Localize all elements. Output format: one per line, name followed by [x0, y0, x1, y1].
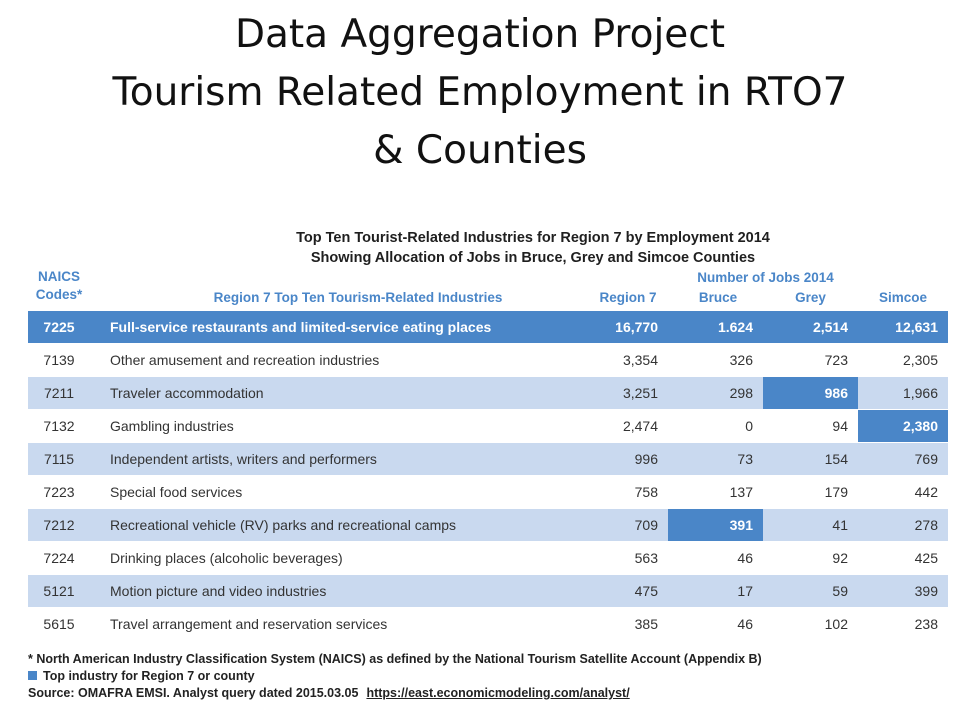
cell-bruce: 137: [729, 484, 753, 500]
header-simcoe: Simcoe: [878, 290, 928, 305]
cell-bruce: 1.624: [717, 319, 753, 335]
header-naics-line2: Codes*: [35, 287, 83, 302]
header-naics-line1: NAICS: [37, 269, 80, 284]
table-title-line-2: Showing Allocation of Jobs in Bruce, Gre…: [310, 250, 756, 266]
cell-industry: Special food services: [110, 484, 243, 500]
cell-simcoe-highlight: 2,380: [858, 410, 948, 442]
slide-title-line-2: Tourism Related Employment in RTO7: [112, 70, 848, 115]
table-body: 7225 Full-service restaurants and limite…: [28, 310, 948, 640]
header-bruce: Bruce: [698, 290, 738, 305]
cell-industry: Motion picture and video industries: [110, 583, 327, 599]
cell-region7: 16,770: [615, 319, 658, 335]
header-industry: Region 7 Top Ten Tourism-Related Industr…: [213, 290, 503, 305]
cell-simcoe: 238: [914, 616, 938, 632]
cell-industry: Traveler accommodation: [110, 385, 264, 401]
table-title: Top Ten Tourist-Related Industries for R…: [118, 228, 948, 268]
header-naics: NAICS Codes*: [28, 268, 90, 304]
slide-title: Data Aggregation Project Tourism Related…: [0, 6, 960, 180]
cell-code: 7139: [43, 352, 75, 368]
cell-grey: 41: [832, 517, 848, 533]
cell-grey: 723: [824, 352, 848, 368]
cell-code: 7115: [43, 451, 75, 467]
cell-code: 5121: [43, 583, 75, 599]
table-notes: * North American Industry Classification…: [28, 651, 762, 702]
legend-text: Top industry for Region 7 or county: [43, 669, 255, 683]
cell-bruce: 326: [729, 352, 753, 368]
cell-code: 7211: [43, 385, 75, 401]
cell-grey: 92: [832, 550, 848, 566]
table-row: 7211 Traveler accommodation 3,251 298 98…: [28, 377, 948, 409]
cell-region7: 996: [634, 451, 658, 467]
cell-grey: 102: [824, 616, 848, 632]
cell-bruce: 0: [745, 418, 753, 434]
cell-bruce: 298: [729, 385, 753, 401]
cell-region7: 3,251: [622, 385, 658, 401]
cell-region7: 475: [634, 583, 658, 599]
cell-simcoe: 278: [914, 517, 938, 533]
cell-simcoe: 442: [914, 484, 938, 500]
cell-region7: 2,474: [622, 418, 658, 434]
header-jobs-group: Number of Jobs 2014: [697, 270, 834, 285]
cell-simcoe: 2,305: [902, 352, 938, 368]
table-row: 7212 Recreational vehicle (RV) parks and…: [28, 509, 948, 541]
cell-code: 7212: [43, 517, 75, 533]
cell-simcoe: 425: [914, 550, 938, 566]
cell-grey: 94: [832, 418, 848, 434]
cell-grey: 154: [824, 451, 848, 467]
legend: Top industry for Region 7 or county: [28, 668, 762, 685]
cell-bruce: 46: [737, 616, 753, 632]
legend-swatch: [28, 671, 37, 680]
cell-simcoe: 399: [914, 583, 938, 599]
cell-code: 7223: [43, 484, 75, 500]
table-row: 7224 Drinking places (alcoholic beverage…: [28, 542, 948, 574]
cell-simcoe: 1,966: [902, 385, 938, 401]
source-link[interactable]: https://east.economicmodeling.com/analys…: [366, 686, 630, 700]
table-header: NAICS Codes* Region 7 Top Ten Tourism-Re…: [28, 268, 948, 310]
source-text: Source: OMAFRA EMSI. Analyst query dated…: [28, 686, 359, 700]
header-grey: Grey: [795, 290, 826, 305]
cell-code: 7224: [43, 550, 75, 566]
cell-industry: Independent artists, writers and perform…: [110, 451, 377, 467]
naics-footnote: * North American Industry Classification…: [28, 652, 762, 666]
cell-grey: 179: [824, 484, 848, 500]
cell-grey-highlight: 986: [763, 377, 858, 409]
cell-region7: 385: [634, 616, 658, 632]
header-region7: Region 7: [599, 290, 657, 305]
cell-region7: 758: [634, 484, 658, 500]
cell-industry: Gambling industries: [110, 418, 234, 434]
cell-region7: 3,354: [622, 352, 658, 368]
table-row: 7115 Independent artists, writers and pe…: [28, 443, 948, 475]
cell-grey: 2,514: [812, 319, 848, 335]
table-title-line-1: Top Ten Tourist-Related Industries for R…: [296, 230, 770, 246]
cell-bruce: 17: [737, 583, 753, 599]
table-row: 7132 Gambling industries 2,474 0 94 2,38…: [28, 410, 948, 442]
cell-grey: 59: [832, 583, 848, 599]
cell-industry: Travel arrangement and reservation servi…: [110, 616, 388, 632]
cell-industry: Full-service restaurants and limited-ser…: [110, 319, 492, 335]
cell-code: 7225: [43, 319, 75, 335]
table-row: 7223 Special food services 758 137 179 4…: [28, 476, 948, 508]
cell-region7: 563: [634, 550, 658, 566]
table-row: 5121 Motion picture and video industries…: [28, 575, 948, 607]
table-row: 7225 Full-service restaurants and limite…: [28, 311, 948, 343]
table-row: 5615 Travel arrangement and reservation …: [28, 608, 948, 640]
cell-industry: Drinking places (alcoholic beverages): [110, 550, 343, 566]
cell-simcoe: 12,631: [895, 319, 938, 335]
slide-title-line-3: & Counties: [373, 128, 587, 173]
cell-bruce: 46: [737, 550, 753, 566]
employment-table: Top Ten Tourist-Related Industries for R…: [28, 228, 948, 641]
cell-bruce: 73: [737, 451, 753, 467]
cell-industry: Other amusement and recreation industrie…: [110, 352, 380, 368]
cell-code: 5615: [43, 616, 75, 632]
cell-simcoe: 769: [914, 451, 938, 467]
cell-bruce-highlight: 391: [668, 509, 763, 541]
cell-region7: 709: [634, 517, 658, 533]
slide-title-line-1: Data Aggregation Project: [234, 12, 726, 57]
cell-code: 7132: [43, 418, 75, 434]
table-row: 7139 Other amusement and recreation indu…: [28, 344, 948, 376]
source-line: Source: OMAFRA EMSI. Analyst query dated…: [28, 685, 762, 702]
cell-industry: Recreational vehicle (RV) parks and recr…: [110, 517, 457, 533]
